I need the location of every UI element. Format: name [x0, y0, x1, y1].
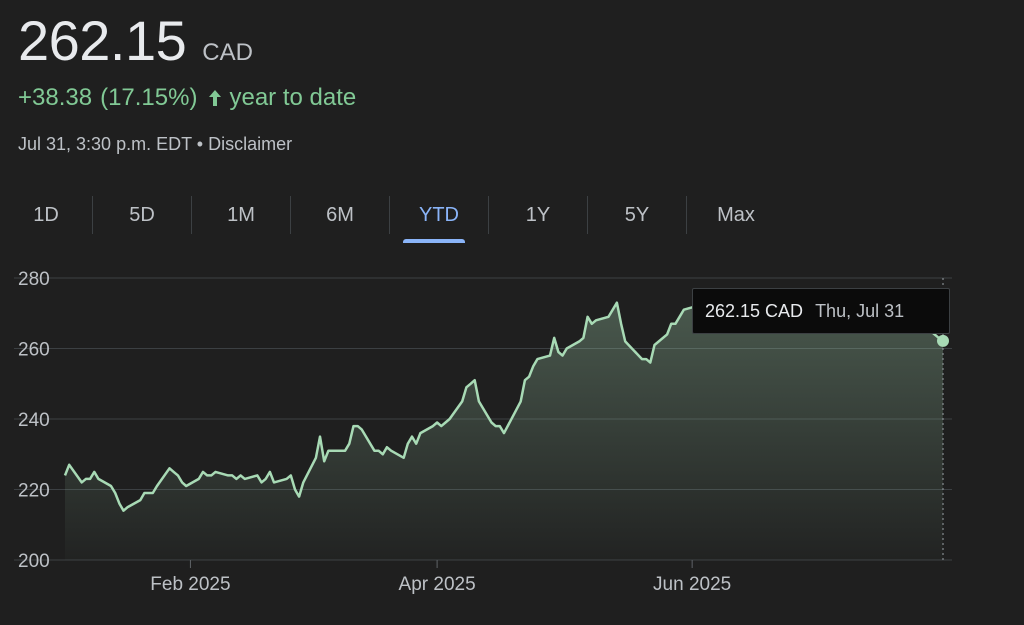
- tab-5d[interactable]: 5D: [129, 204, 155, 226]
- y-tick-label: 220: [18, 481, 50, 502]
- tab-1d[interactable]: 1D: [33, 204, 59, 226]
- current-price: 262.15: [18, 9, 187, 72]
- change-percent: (17.15%): [100, 84, 198, 111]
- tab-ytd[interactable]: YTD: [390, 195, 488, 243]
- range-tabs: 1D 5D 1M 6M YTD 1Y 5Y Max: [0, 190, 785, 243]
- price-area: [65, 292, 943, 560]
- tooltip-price: 262.15 CAD: [705, 300, 804, 321]
- tab-max[interactable]: Max: [717, 204, 755, 226]
- hover-point: [937, 334, 949, 347]
- y-tick-label: 200: [18, 551, 50, 572]
- x-tick-label: Feb 2025: [150, 574, 230, 595]
- y-tick-label: 280: [18, 269, 50, 290]
- chart-tooltip: 262.15 CAD Thu, Jul 31: [692, 288, 950, 334]
- tab-divider: [191, 196, 192, 234]
- x-tick-label: Apr 2025: [399, 574, 476, 595]
- disclaimer-link[interactable]: Disclaimer: [208, 134, 293, 154]
- timestamp-row: Jul 31, 3:30 p.m. EDT • Disclaimer: [18, 134, 292, 155]
- change-summary: +38.38 (17.15%) year to date: [18, 84, 356, 112]
- y-tick-label: 260: [18, 340, 50, 361]
- change-period: year to date: [229, 84, 357, 111]
- x-tick-label: Jun 2025: [653, 574, 731, 595]
- price-line: [63, 290, 944, 512]
- tab-1m[interactable]: 1M: [227, 204, 255, 226]
- tab-divider: [488, 196, 489, 234]
- tab-divider: [389, 196, 390, 234]
- price-chart[interactable]: 280 260 240 220 200 Feb 2025 Apr 2025 Jun 2025: [0, 255, 1024, 625]
- change-amount: +38.38: [18, 84, 93, 111]
- tab-divider: [290, 196, 291, 234]
- currency-label: CAD: [202, 39, 253, 66]
- tab-5y[interactable]: 5Y: [624, 204, 650, 226]
- separator-dot: •: [196, 134, 204, 154]
- timestamp: Jul 31, 3:30 p.m. EDT: [18, 134, 192, 154]
- tab-divider: [587, 196, 588, 234]
- tab-1y[interactable]: 1Y: [525, 204, 551, 226]
- tab-divider: [686, 196, 687, 234]
- arrow-up-icon: [209, 90, 222, 106]
- tab-divider: [92, 196, 93, 234]
- price-header: 262.15 CAD: [18, 8, 253, 73]
- tab-6m[interactable]: 6M: [326, 204, 354, 226]
- tooltip-date: Thu, Jul 31: [815, 300, 905, 321]
- y-tick-label: 240: [18, 410, 50, 431]
